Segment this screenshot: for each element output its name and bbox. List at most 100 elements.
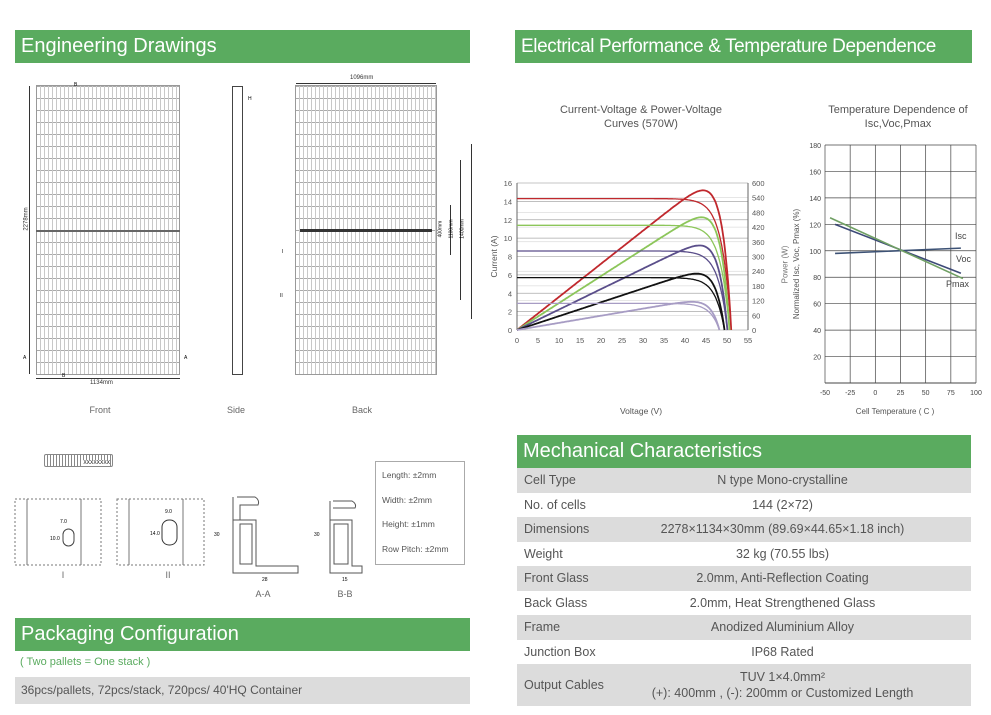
y2-tick-label: 600 [752, 179, 765, 188]
y2-tick-label: 540 [752, 194, 765, 203]
y2-tick-label: 480 [752, 208, 765, 217]
y-tick-label: 14 [504, 197, 512, 206]
row-value-text: 2278×1134×30mm (89.69×44.65×1.18 inch) [660, 522, 905, 537]
y-tick-label: 120 [809, 222, 821, 229]
tolerance-box: Length: ±2mm Width: ±2mm Height: ±1mm Ro… [375, 461, 465, 565]
dim-15: 15 [342, 577, 348, 583]
back-width-line [296, 83, 436, 84]
row-value: 2278×1134×30mm (89.69×44.65×1.18 inch) [644, 521, 971, 537]
pv-curve [516, 300, 721, 331]
row-label: Dimensions [524, 522, 590, 537]
y-tick-label: 8 [508, 253, 512, 262]
dim-1100-line [460, 160, 461, 300]
dim-1100: 1100mm [448, 219, 455, 239]
x-tick-label: 20 [597, 336, 605, 345]
row-label: Frame [524, 620, 561, 635]
y-tick-label: 80 [813, 275, 821, 282]
row-value-text: IP68 Rated [751, 644, 814, 659]
y-tick-label: 2 [508, 308, 512, 317]
x-tick-label: 55 [744, 336, 752, 345]
table-row: No. of cells 144 (2×72) [517, 493, 971, 518]
pv-curve [516, 189, 733, 331]
series-line-isc [835, 247, 961, 255]
width-dimension: 1134mm [90, 380, 113, 386]
x-axis-label: Voltage (V) [620, 406, 662, 416]
tolerance-width: Width: ±2mm [382, 494, 433, 505]
row-value: 2.0mm, Heat Strengthened Glass [644, 595, 971, 611]
power-axis-label: Power (W) [780, 245, 790, 284]
y2-tick-label: 60 [752, 311, 760, 320]
detail-ii-box [116, 498, 205, 566]
row-label: Back Glass [524, 595, 588, 610]
mark-ii: II [280, 293, 283, 299]
y-tick-label: 20 [813, 355, 821, 362]
y2-tick-label: 120 [752, 297, 765, 306]
x-tick-label: 25 [897, 390, 905, 397]
table-row: Cell Type N type Mono-crystalline [517, 468, 971, 493]
detail-i-box [14, 498, 102, 566]
dim-28: 28 [262, 577, 268, 583]
y-tick-label: 40 [813, 328, 821, 335]
row-value-text: 2.0mm, Anti-Reflection Coating [696, 571, 869, 586]
back-label: Back [351, 405, 373, 415]
row-value: 2.0mm, Anti-Reflection Coating [644, 570, 971, 586]
section-aa-profile [232, 496, 299, 574]
table-row: Back Glass 2.0mm, Heat Strengthened Glass [517, 591, 971, 616]
dim-1400: 1400mm [459, 219, 466, 239]
tolerance-row-pitch: Row Pitch: ±2mm [382, 543, 449, 554]
y-tick-label: 140 [809, 196, 821, 203]
mark-h: H [248, 96, 252, 102]
row-value-text: 32 kg (70.55 lbs) [735, 546, 830, 561]
table-row: Junction Box IP68 Rated [517, 640, 971, 665]
series-line-pmax [829, 216, 964, 280]
y-axis-label: Normalized Isc, Voc, Pmax (%) [792, 209, 801, 320]
row-value-text: 2.0mm, Heat Strengthened Glass [689, 595, 876, 610]
mark-b-top: B [74, 82, 78, 88]
x-tick-label: 10 [555, 336, 563, 345]
y2-tick-label: 0 [752, 326, 756, 335]
row-label: Output Cables [524, 678, 604, 692]
x-tick-label: 75 [947, 390, 955, 397]
detail-drawings: 7.0 10.0 9.0 14.0 30 30 28 15 [14, 496, 363, 583]
y2-tick-label: 240 [752, 267, 765, 276]
pv-curve [516, 244, 729, 331]
x-tick-label: 50 [922, 390, 930, 397]
table-row: Output Cables TUV 1×4.0mm² (+): 400mm , (-… [517, 664, 971, 706]
pv-curve [516, 216, 731, 331]
tolerance-height: Height: ±1mm [382, 519, 435, 529]
series-label-pmax: Pmax [946, 279, 970, 289]
pv-curve [516, 272, 726, 331]
series-label-voc: Voc [956, 254, 972, 264]
section-aa-label: A-A [255, 589, 271, 599]
y2-tick-label: 360 [752, 238, 765, 247]
iv-curve [517, 197, 732, 331]
slot-ii [161, 519, 178, 546]
side-label: Side [226, 405, 246, 415]
x-tick-label: 40 [681, 336, 689, 345]
y-axis-label: Current (A) [489, 235, 499, 277]
slot-i [62, 528, 75, 547]
y-tick-label: 100 [809, 249, 821, 256]
detail-ii-label: II [165, 570, 171, 580]
series-label-isc: Isc [955, 231, 967, 241]
dim-7: 7.0 [60, 519, 67, 525]
temp-chart-title: Temperature Dependence of Isc,Voc,Pmax [828, 103, 967, 131]
y-tick-label: 60 [813, 302, 821, 309]
height-dimension-line [29, 86, 30, 374]
temp-title-line1: Temperature Dependence of [828, 104, 968, 116]
x-tick-label: 0 [515, 336, 519, 345]
row-value: N type Mono-crystalline [644, 472, 971, 488]
y-tick-label: 12 [504, 216, 512, 225]
row-value: 32 kg (70.55 lbs) [644, 546, 971, 562]
row-value: 144 (2×72) [644, 497, 971, 513]
barcode-text: XXXXXXXX [83, 460, 110, 466]
row-value: Anodized Aluminium Alloy [644, 619, 971, 635]
front-center-line [36, 230, 180, 232]
dim-10: 10.0 [50, 536, 60, 542]
section-bb-label: B-B [337, 589, 353, 599]
mark-a-right: A [184, 355, 188, 361]
iv-title-line2: Curves (570W) [604, 118, 678, 130]
mark-a-left: A [23, 355, 27, 361]
x-tick-label: 5 [536, 336, 540, 345]
back-cable-line [300, 229, 432, 232]
